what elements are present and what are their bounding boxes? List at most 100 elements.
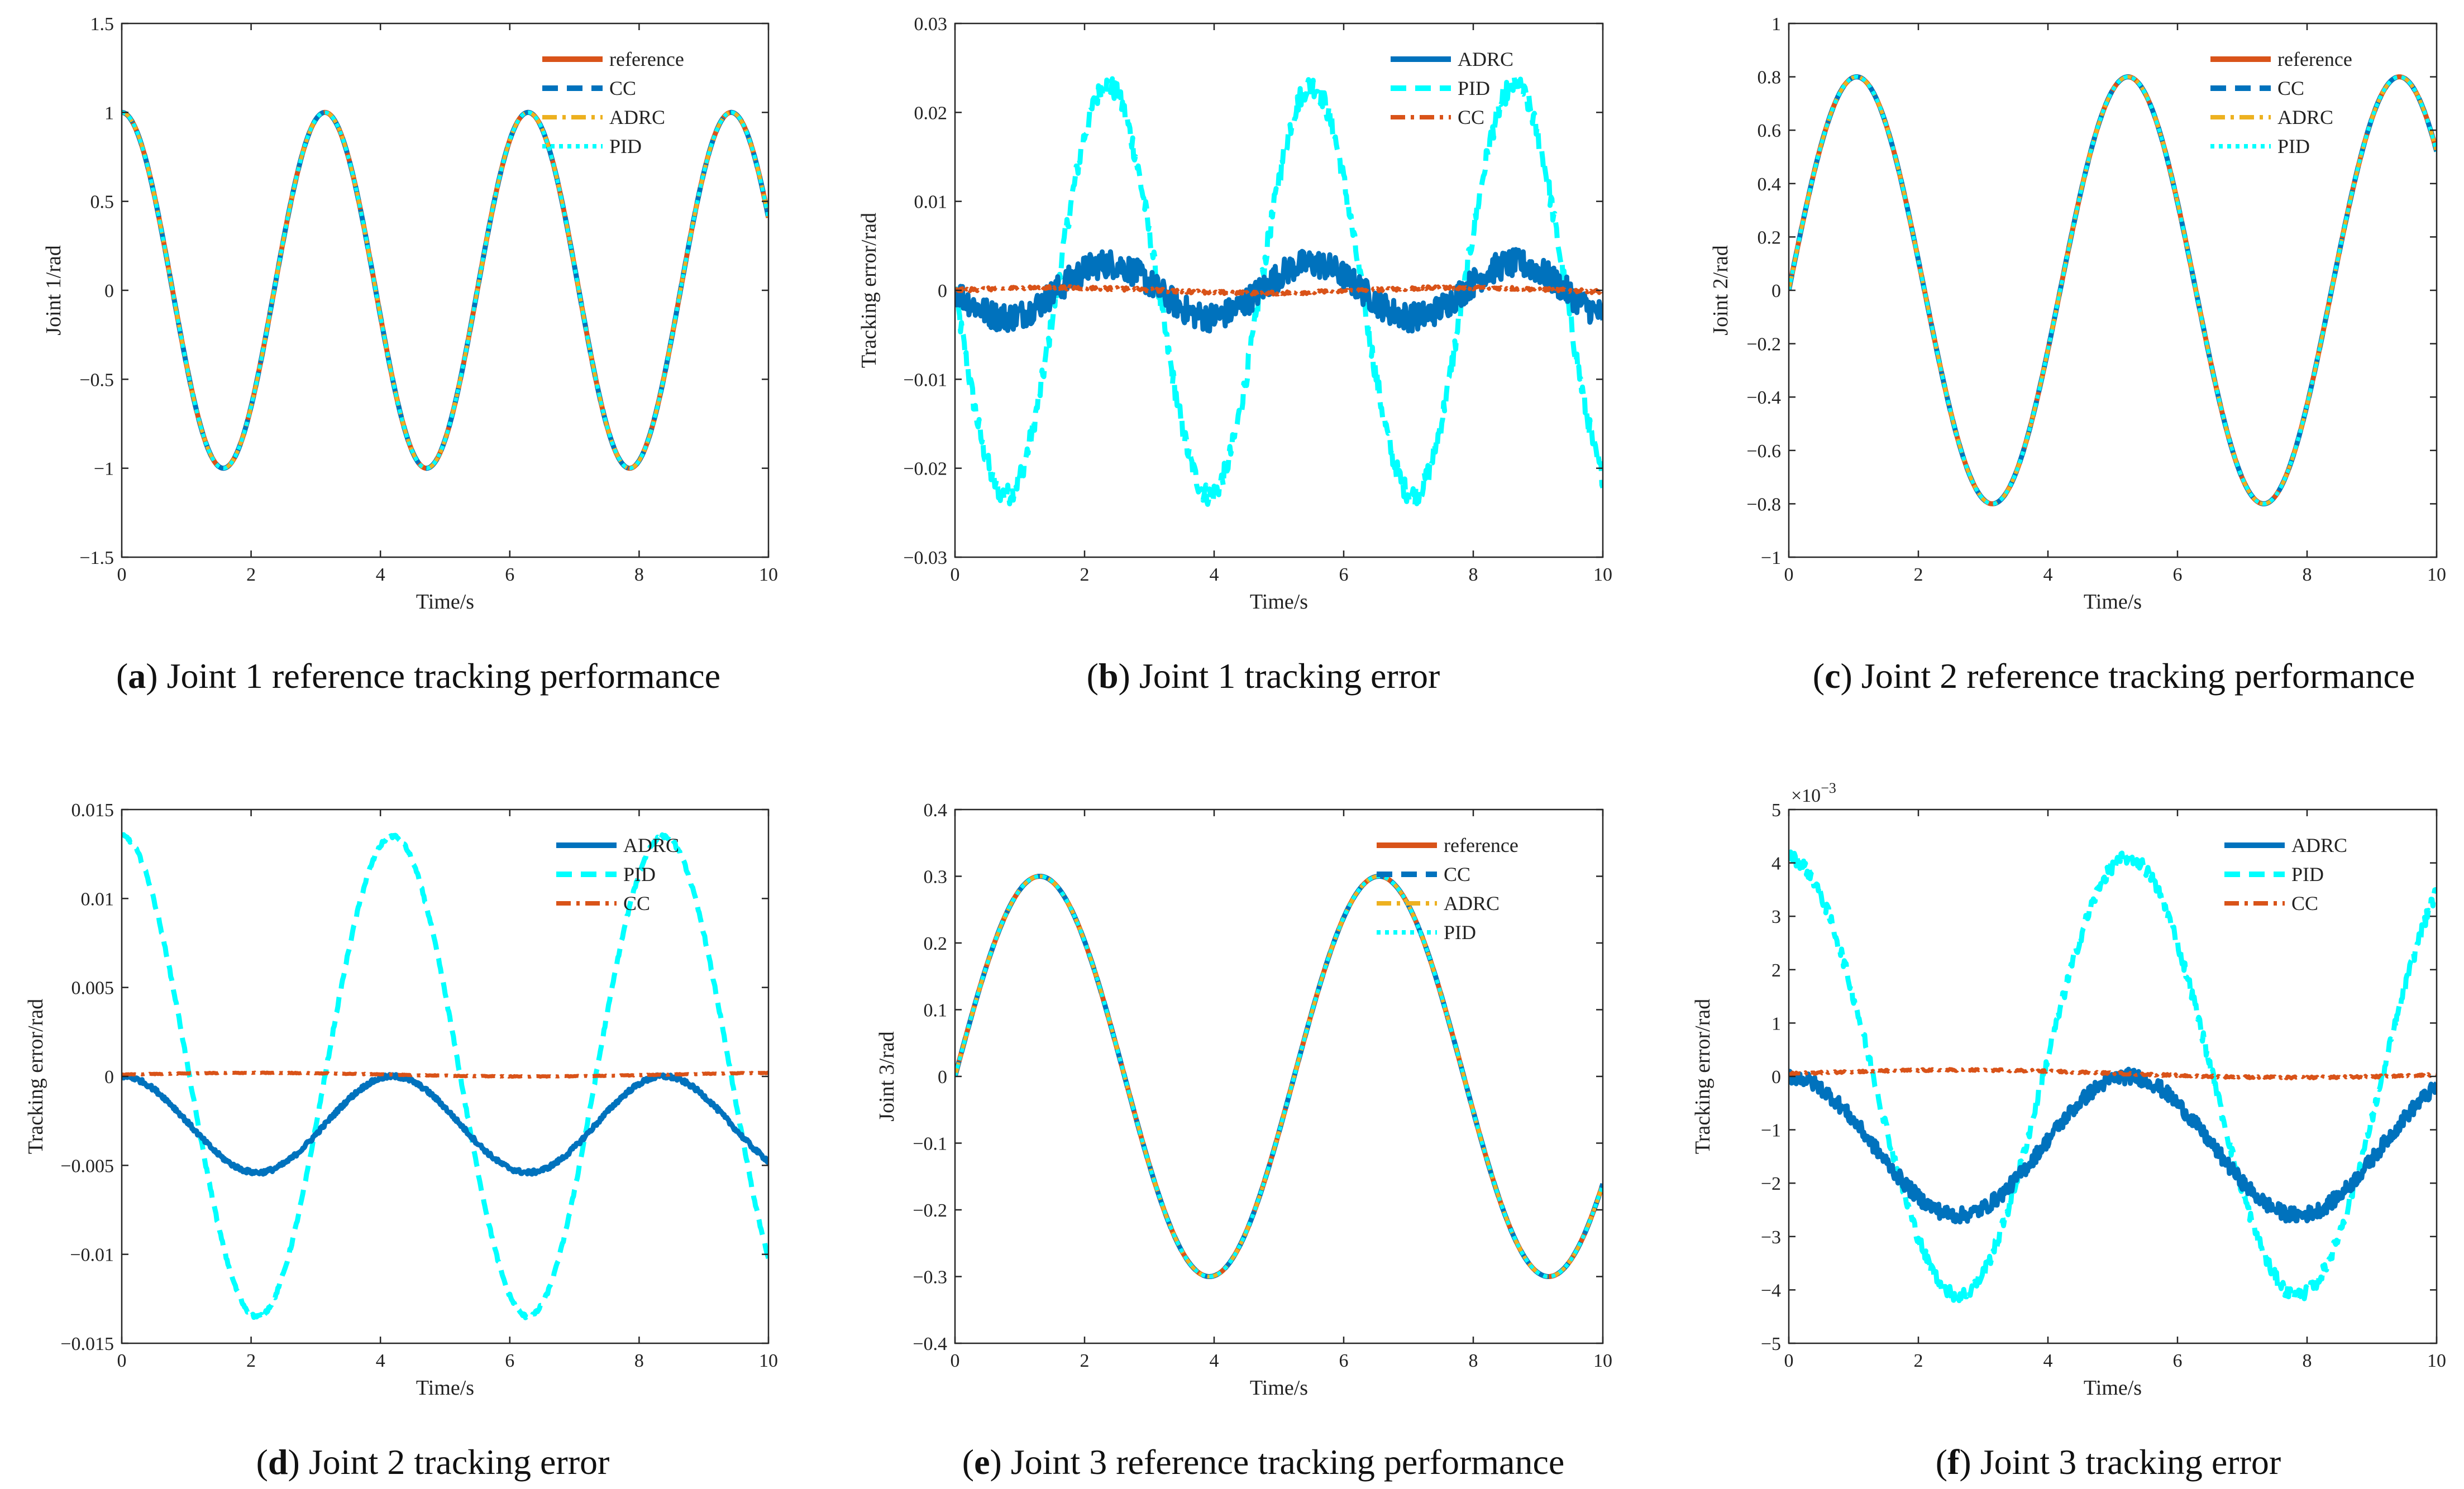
legend-label-adrc: ADRC (2291, 834, 2347, 856)
y-tick-label: 0.02 (914, 103, 948, 123)
legend-label-pid: PID (1458, 77, 1490, 99)
x-tick-label: 2 (1914, 1351, 1923, 1371)
x-tick-label: 6 (1339, 564, 1349, 585)
y-tick-label: 1 (104, 103, 114, 123)
legend-label-adrc: ADRC (609, 106, 665, 128)
legend: reference CC ADRC PID (1377, 834, 1518, 944)
x-tick-label: 10 (759, 1351, 778, 1371)
y-axis-label: Tracking error/rad (24, 999, 47, 1154)
y-tick-label: 1 (1771, 1013, 1781, 1034)
legend-label-adrc: ADRC (1458, 48, 1513, 70)
x-axis-label: Time/s (2084, 1376, 2142, 1400)
series-line-pid (122, 110, 768, 471)
x-tick-label: 6 (2173, 564, 2183, 585)
caption-c: (c) Joint 2 reference tracking performan… (1813, 656, 2415, 696)
caption-letter: d (268, 1442, 288, 1482)
x-tick-label: 0 (951, 564, 960, 585)
y-tick-label: 1.5 (90, 14, 114, 35)
x-tick-label: 0 (117, 1351, 127, 1371)
series-line-pid (1789, 75, 2437, 506)
y-tick-label: 0.5 (90, 192, 114, 213)
legend-label-reference: reference (609, 48, 684, 70)
y-tick-label: −3 (1761, 1227, 1781, 1248)
legend-label-cc: CC (2277, 77, 2304, 99)
y-tick-label: −1 (1761, 548, 1781, 568)
x-tick-label: 8 (2303, 564, 2312, 585)
x-tick-label: 10 (1593, 564, 1612, 585)
y-tick-label: 0 (104, 281, 114, 301)
y-tick-label: 0.6 (1758, 121, 1782, 141)
x-tick-label: 0 (117, 564, 127, 585)
x-tick-label: 6 (1339, 1351, 1349, 1371)
series-line-adrc (1789, 75, 2437, 506)
caption-f: (f) Joint 3 tracking error (1936, 1442, 2281, 1482)
legend-label-adrc: ADRC (1444, 892, 1500, 915)
x-tick-label: 8 (634, 564, 644, 585)
caption-a: (a) Joint 1 reference tracking performan… (116, 656, 720, 696)
caption-letter: a (128, 656, 146, 696)
y-tick-label: 0 (104, 1067, 114, 1088)
x-axis-label: Time/s (2084, 590, 2142, 614)
y-tick-label: 0.3 (924, 867, 948, 888)
caption-e: (e) Joint 3 reference tracking performan… (962, 1442, 1565, 1482)
x-tick-label: 2 (1080, 564, 1090, 585)
y-tick-label: −0.03 (903, 548, 947, 568)
x-tick-label: 0 (951, 1351, 960, 1371)
x-tick-label: 4 (2043, 564, 2053, 585)
x-axis-label: Time/s (416, 590, 474, 614)
series-group (1789, 74, 2437, 506)
y-tick-label: −0.005 (60, 1156, 114, 1176)
y-tick-label: −0.6 (1746, 441, 1781, 462)
y-tick-label: 0.01 (81, 889, 114, 909)
y-tick-label: 0 (938, 1067, 947, 1088)
legend-label-cc: CC (2291, 892, 2318, 915)
plot-area (1789, 23, 2437, 557)
y-tick-label: 0.015 (71, 800, 114, 821)
y-tick-label: 0 (938, 281, 947, 301)
series-group (122, 109, 768, 471)
y-axis-label: Joint 3/rad (875, 1031, 899, 1121)
caption-d: (d) Joint 2 tracking error (256, 1442, 610, 1482)
x-tick-label: 10 (759, 564, 778, 585)
series-line-pid (955, 73, 1603, 508)
series-line-adrc (1789, 1066, 2437, 1225)
y-tick-label: −0.2 (1746, 334, 1781, 355)
y-tick-label: 0.4 (924, 800, 948, 821)
y-tick-label: 0.8 (1758, 68, 1782, 88)
y-tick-label: 0.4 (1758, 174, 1782, 195)
y-tick-label: −0.4 (1746, 387, 1781, 408)
y-axis-label: Joint 2/rad (1709, 245, 1732, 335)
legend-label-cc: CC (609, 77, 636, 99)
y-tick-label: 0 (1771, 1067, 1781, 1088)
y-tick-label: 0.01 (914, 192, 948, 213)
x-tick-label: 0 (1784, 564, 1794, 585)
y-tick-label: 0.2 (1758, 227, 1782, 248)
series-line-cc (955, 284, 1603, 297)
x-tick-label: 10 (2427, 564, 2446, 585)
plot-area (122, 23, 768, 557)
y-tick-label: 0.1 (924, 1000, 948, 1021)
series-line-cc (122, 1070, 768, 1079)
legend: reference CC ADRC PID (542, 48, 684, 157)
x-tick-label: 4 (1210, 1351, 1219, 1371)
chart-panel-a: 0 2 4 6 8 10 −1.5 −1 −0.5 0 0.5 1 1.5 Time/s Joint 1/r… (42, 14, 778, 614)
caption-letter: f (1947, 1442, 1960, 1482)
caption-letter: c (1825, 656, 1840, 696)
x-tick-label: 0 (1784, 1351, 1794, 1371)
y-tick-label: −0.01 (70, 1245, 114, 1266)
y-tick-label: −0.015 (60, 1334, 114, 1354)
y-axis-label: Tracking error/rad (1691, 999, 1715, 1154)
y-tick-label: −1 (1761, 1121, 1781, 1141)
x-axis-label: Time/s (1250, 1376, 1308, 1400)
y-tick-label: −0.02 (903, 459, 947, 480)
x-tick-label: 2 (1914, 564, 1923, 585)
x-tick-label: 8 (2303, 1351, 2312, 1371)
legend: ADRC PID CC (556, 834, 679, 915)
y-tick-label: −0.01 (903, 370, 947, 390)
caption-b: (b) Joint 1 tracking error (1087, 656, 1440, 696)
plot-area (955, 810, 1603, 1343)
y-tick-label: −0.1 (913, 1134, 947, 1155)
legend: ADRC PID CC (1391, 48, 1513, 128)
y-tick-label: 3 (1771, 907, 1781, 927)
legend-label-pid: PID (2277, 135, 2310, 157)
